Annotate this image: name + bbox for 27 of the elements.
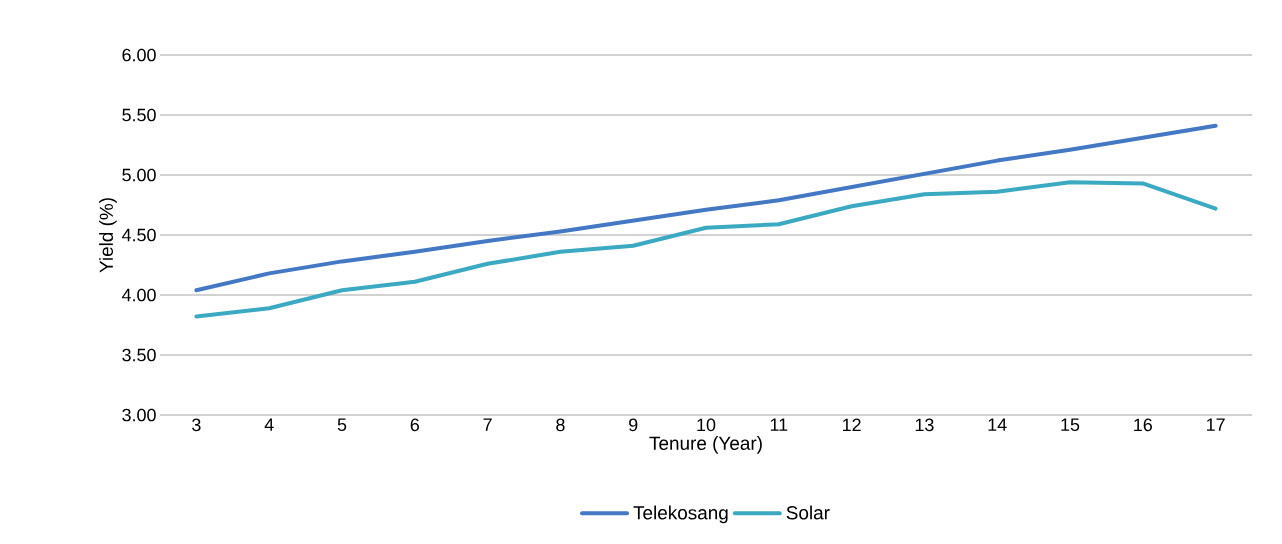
x-tick-label: 17	[1207, 418, 1225, 431]
x-tick-label: 13	[915, 418, 934, 432]
y-tick-label: 4.50	[121, 228, 156, 242]
y-tick-label: 4.00	[121, 288, 156, 302]
x-axis-title: Tenure (Year)	[649, 436, 762, 454]
x-tick-label: 4	[264, 418, 274, 431]
x-tick-label: 5	[337, 418, 347, 432]
x-tick-label: 7	[483, 418, 492, 431]
legend-label: Solar	[786, 505, 830, 520]
x-tick-label: 12	[842, 418, 861, 432]
y-tick-label: 6.00	[122, 48, 156, 62]
y-tick-label: 3.50	[122, 348, 156, 362]
y-axis-title: Yield (%)	[99, 198, 117, 273]
x-tick-label: 6	[410, 418, 419, 432]
x-tick-label: 15	[1061, 418, 1080, 432]
x-tick-label: 11	[770, 418, 788, 431]
y-tick-label: 5.00	[122, 168, 156, 182]
x-tick-label: 8	[556, 418, 565, 432]
x-tick-label: 10	[697, 418, 716, 432]
y-tick-label: 5.50	[122, 108, 156, 122]
x-tick-label: 9	[629, 418, 638, 432]
y-tick-label: 3.00	[122, 408, 156, 422]
legend-label: Telekosang	[633, 505, 728, 524]
line-series	[194, 180, 1218, 319]
x-tick-label: 3	[192, 418, 201, 432]
x-tick-label: 14	[988, 418, 1007, 431]
x-tick-label: 16	[1134, 418, 1152, 432]
